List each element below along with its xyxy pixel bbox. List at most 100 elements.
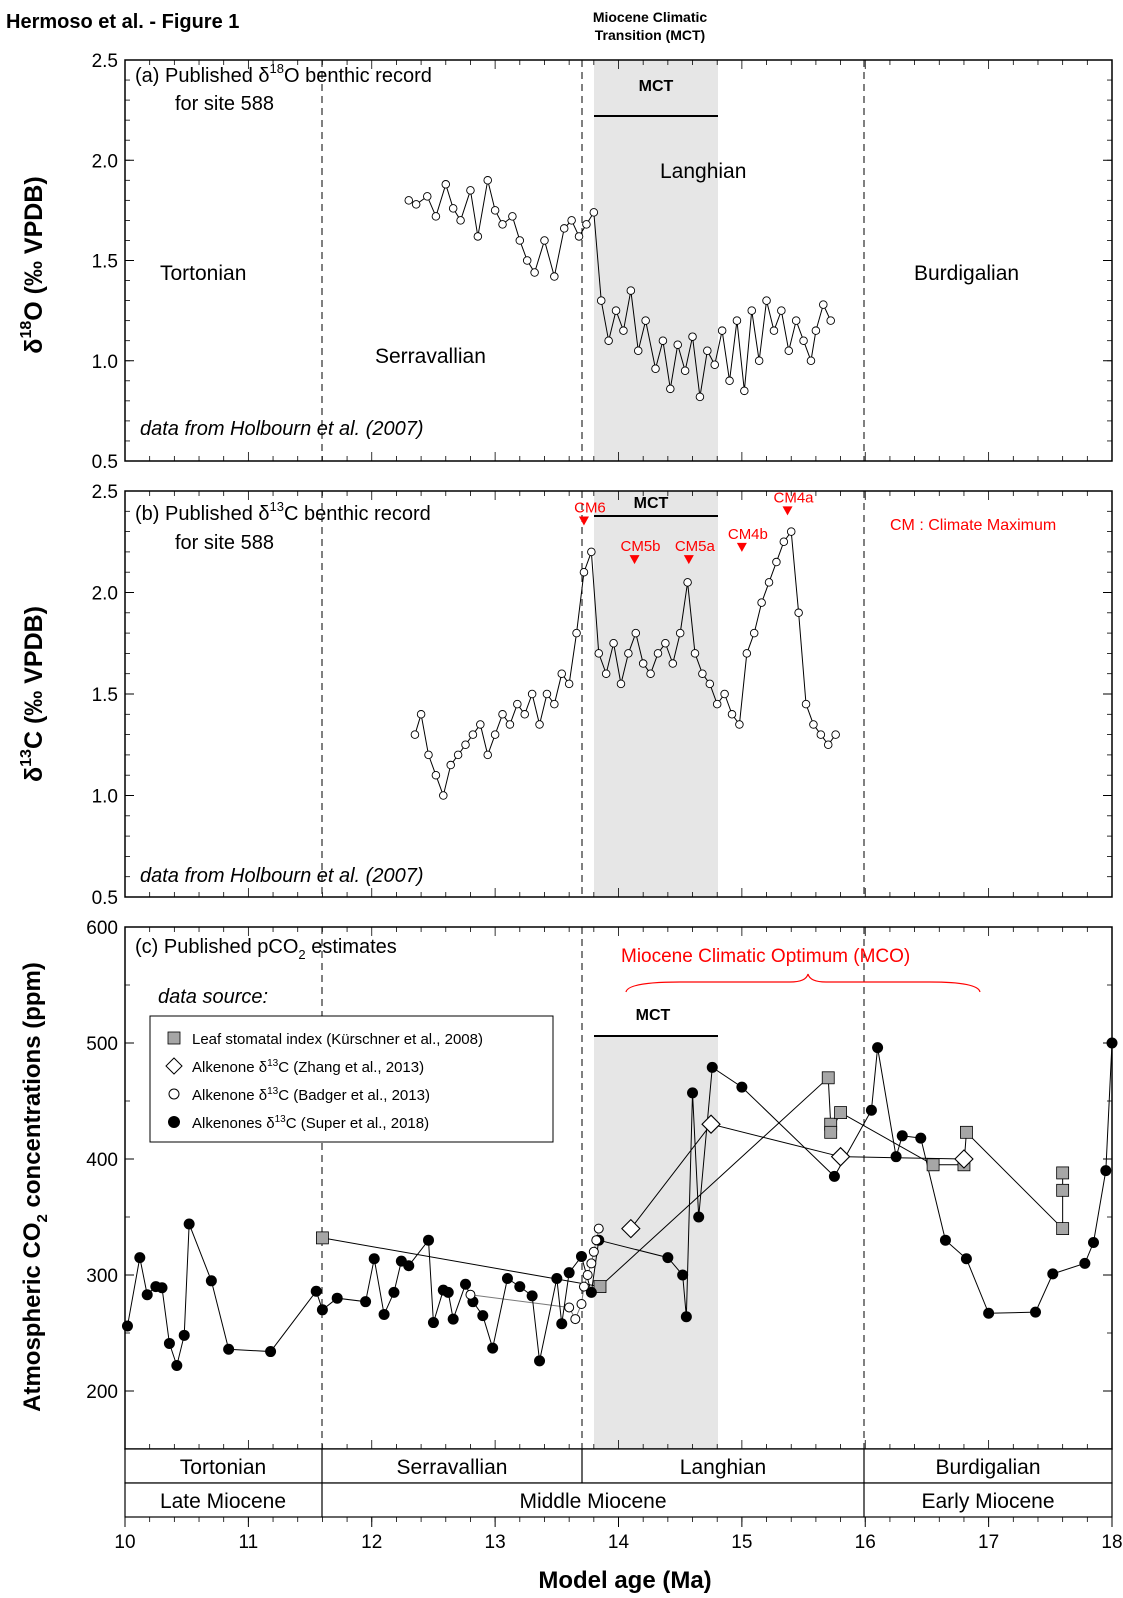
super-point	[687, 1087, 699, 1099]
data-point	[490, 206, 500, 215]
super-point	[585, 1286, 597, 1298]
super-point	[575, 1250, 587, 1262]
leaf-point	[834, 1106, 847, 1119]
d13c-series	[410, 527, 840, 800]
badger-point	[564, 1302, 575, 1313]
badger-point	[586, 1258, 597, 1269]
data-point	[411, 200, 421, 209]
y-axis-b: 0.5 1.0 1.5 2.0 2.5	[92, 482, 1113, 909]
data-point	[587, 547, 596, 557]
y-tick-label: 2.0	[92, 151, 118, 172]
super-point	[526, 1290, 538, 1302]
data-point	[732, 316, 742, 325]
data-point	[727, 710, 737, 719]
data-point	[416, 710, 426, 719]
data-point	[530, 268, 539, 277]
cm-label: CM4b	[728, 526, 768, 543]
mct-label-a: MCT	[639, 78, 674, 95]
super-point	[447, 1313, 459, 1325]
y-tick-label: 200	[86, 1382, 118, 1403]
data-point	[468, 730, 478, 739]
data-point	[601, 669, 611, 678]
data-point	[705, 679, 715, 689]
panel-a-subtitle: for site 588	[175, 93, 274, 115]
data-point	[698, 669, 707, 678]
super-point	[563, 1267, 575, 1279]
data-point	[651, 364, 660, 374]
leaf-point	[1056, 1222, 1070, 1235]
super-point	[378, 1308, 390, 1320]
y-tick-label: 0.5	[92, 888, 118, 909]
y-tick-label: 2.0	[92, 584, 118, 605]
super-point	[403, 1260, 415, 1272]
super-point	[183, 1218, 195, 1230]
panel-b: MCT 0.5 1.0 1.5 2.0 2.5 (b) Published δ13C b…	[18, 482, 1113, 909]
series-line	[630, 1123, 964, 1229]
super-point	[360, 1296, 372, 1308]
data-point	[550, 699, 559, 709]
data-point	[754, 356, 764, 366]
data-point	[710, 360, 719, 370]
leaf-point	[824, 1125, 838, 1139]
mco-label: Miocene Climatic Optimum (MCO)	[621, 946, 910, 967]
leaf-point	[315, 1231, 329, 1245]
data-point	[799, 336, 808, 345]
data-point	[483, 750, 492, 760]
super-point	[331, 1292, 343, 1304]
mco-brace	[625, 973, 981, 993]
y-axis-label-c: Atmospheric CO2 concentrations (ppm)	[19, 962, 51, 1412]
data-point	[619, 326, 628, 335]
data-point	[542, 689, 552, 699]
y-tick-label: 400	[86, 1150, 118, 1171]
super-point	[1087, 1237, 1099, 1249]
panel-a-title: (a) Published δ18O benthic record	[135, 61, 432, 87]
panel-b-title: (b) Published δ13C benthic record	[135, 499, 431, 525]
super-point	[1047, 1268, 1059, 1280]
badger-point	[591, 1235, 602, 1246]
data-point	[461, 740, 470, 750]
data-point	[819, 300, 828, 309]
data-point	[668, 659, 678, 668]
data-point	[559, 224, 569, 233]
legend-diamond-icon	[165, 1057, 183, 1075]
data-point	[441, 180, 451, 189]
zhang-point	[830, 1146, 851, 1167]
data-point	[527, 689, 537, 699]
mct-label-c: MCT	[636, 1007, 671, 1024]
super-point	[1030, 1306, 1042, 1318]
data-point	[661, 639, 670, 648]
cm-label: CM5b	[621, 538, 661, 555]
super-point	[427, 1317, 439, 1329]
super-point	[223, 1343, 235, 1355]
data-point	[791, 316, 801, 325]
cm-annotations: CM6 CM5b CM5a CM4b CM4a	[574, 489, 814, 565]
super-point	[514, 1281, 526, 1293]
data-point	[439, 791, 448, 800]
mct-band-c	[594, 1036, 718, 1449]
cm-arrow	[578, 516, 589, 526]
stage-tortonian: Tortonian	[180, 1456, 266, 1479]
epoch-middle: Middle Miocene	[519, 1490, 666, 1513]
x-tick-label: 14	[608, 1532, 630, 1553]
legend-leaf: Leaf stomatal index (Kürschner et al., 2…	[192, 1031, 483, 1048]
super-point	[915, 1132, 927, 1144]
data-point	[456, 216, 465, 225]
super-point	[662, 1252, 674, 1264]
data-point	[596, 296, 606, 305]
x-tick-label: 16	[855, 1532, 876, 1553]
data-point	[811, 326, 821, 335]
data-point	[631, 628, 641, 638]
panel-c: MCT 200 300 400 500 600 (c) Published pCO2 e…	[19, 918, 1118, 1450]
super-point	[205, 1275, 217, 1287]
super-point	[368, 1253, 380, 1265]
super-point	[156, 1282, 168, 1294]
super-point	[939, 1234, 951, 1246]
super-point	[134, 1252, 146, 1264]
data-point	[646, 669, 655, 678]
legend: Leaf stomatal index (Kürschner et al., 2…	[149, 1015, 554, 1143]
super-point	[121, 1320, 133, 1332]
badger-point	[588, 1246, 599, 1257]
x-tick-label: 15	[731, 1532, 752, 1553]
data-point	[424, 750, 433, 760]
data-point	[653, 649, 663, 658]
